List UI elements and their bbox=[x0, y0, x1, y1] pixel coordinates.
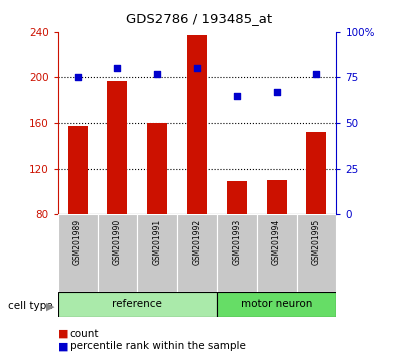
Bar bbox=[217, 214, 257, 292]
Bar bbox=[177, 214, 217, 292]
Bar bbox=[137, 214, 177, 292]
Point bbox=[114, 65, 121, 71]
Text: count: count bbox=[70, 329, 99, 339]
Text: GSM201995: GSM201995 bbox=[312, 219, 321, 265]
Text: cell type: cell type bbox=[8, 301, 53, 311]
Text: ■: ■ bbox=[58, 341, 68, 351]
Bar bbox=[68, 126, 88, 214]
Bar bbox=[257, 214, 297, 292]
Point bbox=[154, 71, 160, 76]
Point bbox=[194, 65, 200, 71]
Bar bbox=[297, 214, 336, 292]
Text: GSM201990: GSM201990 bbox=[113, 219, 122, 265]
Text: percentile rank within the sample: percentile rank within the sample bbox=[70, 341, 246, 351]
Text: reference: reference bbox=[112, 299, 162, 309]
Point bbox=[234, 93, 240, 98]
Point bbox=[273, 89, 280, 95]
Text: GDS2786 / 193485_at: GDS2786 / 193485_at bbox=[126, 12, 272, 25]
Bar bbox=[98, 214, 137, 292]
Text: GSM201993: GSM201993 bbox=[232, 219, 241, 265]
Bar bbox=[306, 132, 326, 214]
Text: motor neuron: motor neuron bbox=[241, 299, 312, 309]
Text: GSM201989: GSM201989 bbox=[73, 219, 82, 265]
Text: GSM201994: GSM201994 bbox=[272, 219, 281, 265]
Text: ▶: ▶ bbox=[46, 302, 54, 312]
Bar bbox=[58, 214, 98, 292]
Bar bbox=[227, 181, 247, 214]
Bar bbox=[217, 292, 336, 317]
Bar bbox=[187, 35, 207, 214]
Point bbox=[313, 71, 320, 76]
Text: GSM201992: GSM201992 bbox=[193, 219, 201, 265]
Point bbox=[74, 75, 81, 80]
Bar bbox=[147, 123, 167, 214]
Bar bbox=[267, 180, 287, 214]
Text: GSM201991: GSM201991 bbox=[153, 219, 162, 265]
Bar bbox=[107, 81, 127, 214]
Bar bbox=[58, 292, 217, 317]
Text: ■: ■ bbox=[58, 329, 68, 339]
